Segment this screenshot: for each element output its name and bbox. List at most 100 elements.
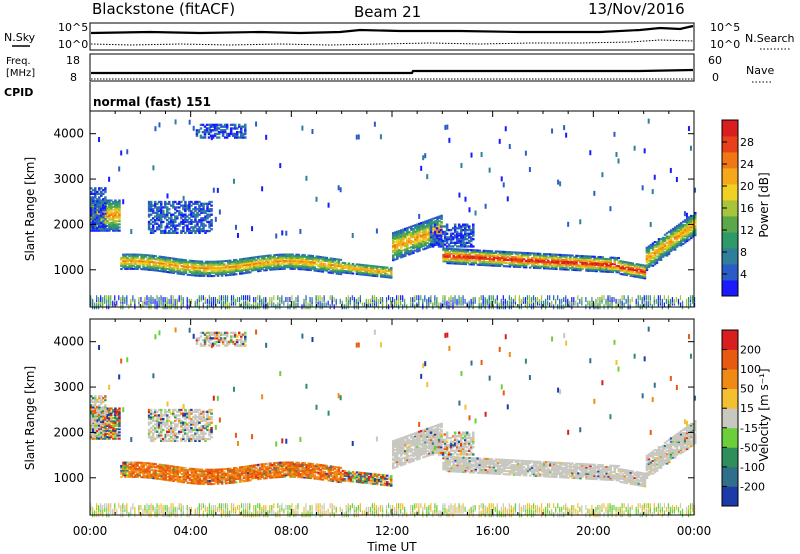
power-cell: [448, 259, 451, 262]
power-cell: [224, 298, 227, 304]
power-cell: [694, 231, 697, 234]
date-title: 13/Nov/2016: [588, 0, 685, 18]
velocity-cell: [106, 428, 109, 431]
power-cell: [96, 227, 99, 230]
power-cell: [102, 225, 105, 228]
power-cell: [557, 295, 559, 301]
power-cell: [317, 258, 321, 261]
velocity-cell: [100, 437, 103, 440]
velocity-cell: [106, 415, 109, 418]
power-cell: [643, 275, 647, 278]
power-cell: [186, 264, 190, 267]
power-cell: [687, 217, 691, 220]
power-cell: [508, 259, 512, 262]
power-cell: [323, 266, 327, 269]
power-cell: [400, 237, 403, 240]
power-cell: [381, 274, 385, 277]
power-cell: [392, 255, 395, 259]
freq-tick-low: 8: [70, 71, 77, 84]
power-cell: [208, 263, 212, 266]
power-cell: [653, 256, 657, 259]
power-cell: [593, 190, 596, 196]
power-cell: [687, 219, 691, 222]
power-cell: [446, 249, 449, 252]
power-cell: [232, 273, 236, 276]
power-cell: [201, 130, 205, 134]
velocity-cell: [94, 407, 97, 410]
power-cell: [536, 260, 540, 263]
power-cell: [456, 248, 459, 251]
power-cell: [460, 253, 463, 256]
power-cell: [90, 199, 93, 203]
power-cell: [159, 208, 163, 211]
power-cell: [653, 252, 657, 255]
power-cell: [389, 268, 393, 271]
power-cell: [651, 259, 655, 262]
power-cell: [249, 263, 252, 266]
power-cell: [337, 263, 341, 266]
power-cell: [136, 259, 139, 263]
power-cell: [114, 224, 117, 227]
power-cell: [649, 258, 653, 261]
power-cell: [192, 215, 195, 218]
velocity-cell: [102, 418, 105, 421]
power-cell: [108, 212, 111, 215]
power-cell: [432, 231, 435, 234]
velocity-cell: [92, 412, 95, 415]
power-cell: [275, 233, 278, 239]
power-cell: [455, 241, 459, 244]
power-cell: [426, 224, 429, 227]
power-cell: [461, 238, 465, 241]
power-cell: [673, 234, 677, 237]
power-cell: [170, 260, 174, 263]
power-cell: [581, 266, 584, 269]
power-cell: [665, 238, 669, 241]
power-cell: [144, 262, 147, 265]
power-cell: [138, 264, 141, 267]
power-cell: [645, 261, 649, 264]
power-cell: [447, 245, 451, 248]
power-cell: [98, 216, 101, 219]
power-cell: [442, 258, 445, 261]
colorbar-tick-label: 16: [740, 202, 754, 215]
power-cell: [208, 208, 211, 211]
power-cell: [180, 204, 183, 207]
power-cell: [526, 300, 529, 306]
power-cell: [420, 234, 423, 237]
power-cell: [446, 247, 449, 250]
power-cell: [464, 298, 466, 304]
power-cell: [643, 270, 647, 274]
power-cell: [418, 295, 420, 301]
power-cell: [251, 256, 254, 259]
power-cell: [561, 261, 564, 265]
power-cell: [204, 271, 208, 274]
power-cell: [159, 218, 163, 222]
power-cell: [150, 267, 153, 270]
power-cell: [232, 270, 236, 273]
power-cell: [667, 235, 671, 238]
power-cell: [253, 257, 256, 261]
power-cell: [307, 256, 310, 259]
power-cell: [528, 261, 532, 264]
power-cell: [198, 213, 201, 216]
power-cell: [641, 297, 643, 303]
power-cell: [172, 260, 176, 263]
power-cell: [563, 266, 566, 269]
power-cell: [287, 255, 290, 258]
power-cell: [579, 259, 582, 262]
power-cell: [108, 205, 111, 208]
velocity-cell: [96, 437, 99, 440]
power-cell: [132, 255, 135, 258]
power-cell: [188, 231, 191, 234]
power-cell: [609, 270, 612, 273]
power-cell: [224, 264, 228, 267]
power-cell: [470, 255, 474, 258]
velocity-cell: [104, 431, 107, 434]
power-cell: [613, 263, 616, 266]
power-cell: [383, 271, 387, 274]
power-cell: [412, 302, 414, 308]
power-cell: [102, 201, 105, 205]
velocity-cell: [106, 506, 108, 512]
power-cell: [474, 249, 478, 252]
power-cell: [321, 262, 325, 265]
